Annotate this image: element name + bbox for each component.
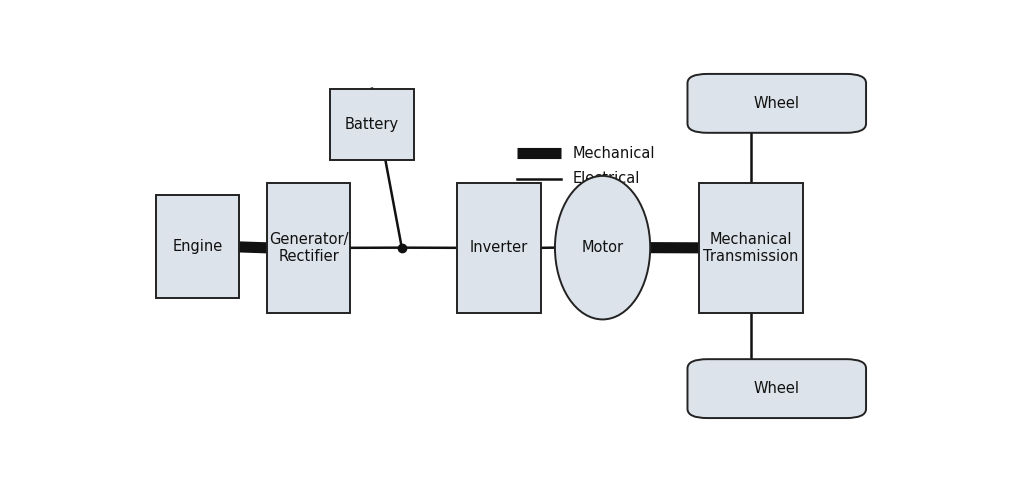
- Text: Inverter: Inverter: [470, 240, 528, 255]
- Text: Engine: Engine: [172, 239, 222, 254]
- Text: Motor: Motor: [582, 240, 624, 255]
- Ellipse shape: [555, 176, 650, 319]
- FancyBboxPatch shape: [699, 183, 803, 313]
- Text: Generator/
Rectifier: Generator/ Rectifier: [268, 232, 348, 264]
- FancyBboxPatch shape: [331, 88, 414, 161]
- Text: Electrical: Electrical: [572, 171, 640, 186]
- FancyBboxPatch shape: [267, 183, 350, 313]
- FancyBboxPatch shape: [687, 74, 866, 133]
- Text: Battery: Battery: [345, 117, 399, 132]
- FancyBboxPatch shape: [687, 359, 866, 418]
- FancyBboxPatch shape: [458, 183, 541, 313]
- Text: Wheel: Wheel: [754, 381, 800, 396]
- Text: Wheel: Wheel: [754, 96, 800, 111]
- FancyBboxPatch shape: [156, 196, 240, 298]
- Text: Mechanical: Mechanical: [572, 146, 655, 161]
- Text: Mechanical
Transmission: Mechanical Transmission: [703, 232, 799, 264]
